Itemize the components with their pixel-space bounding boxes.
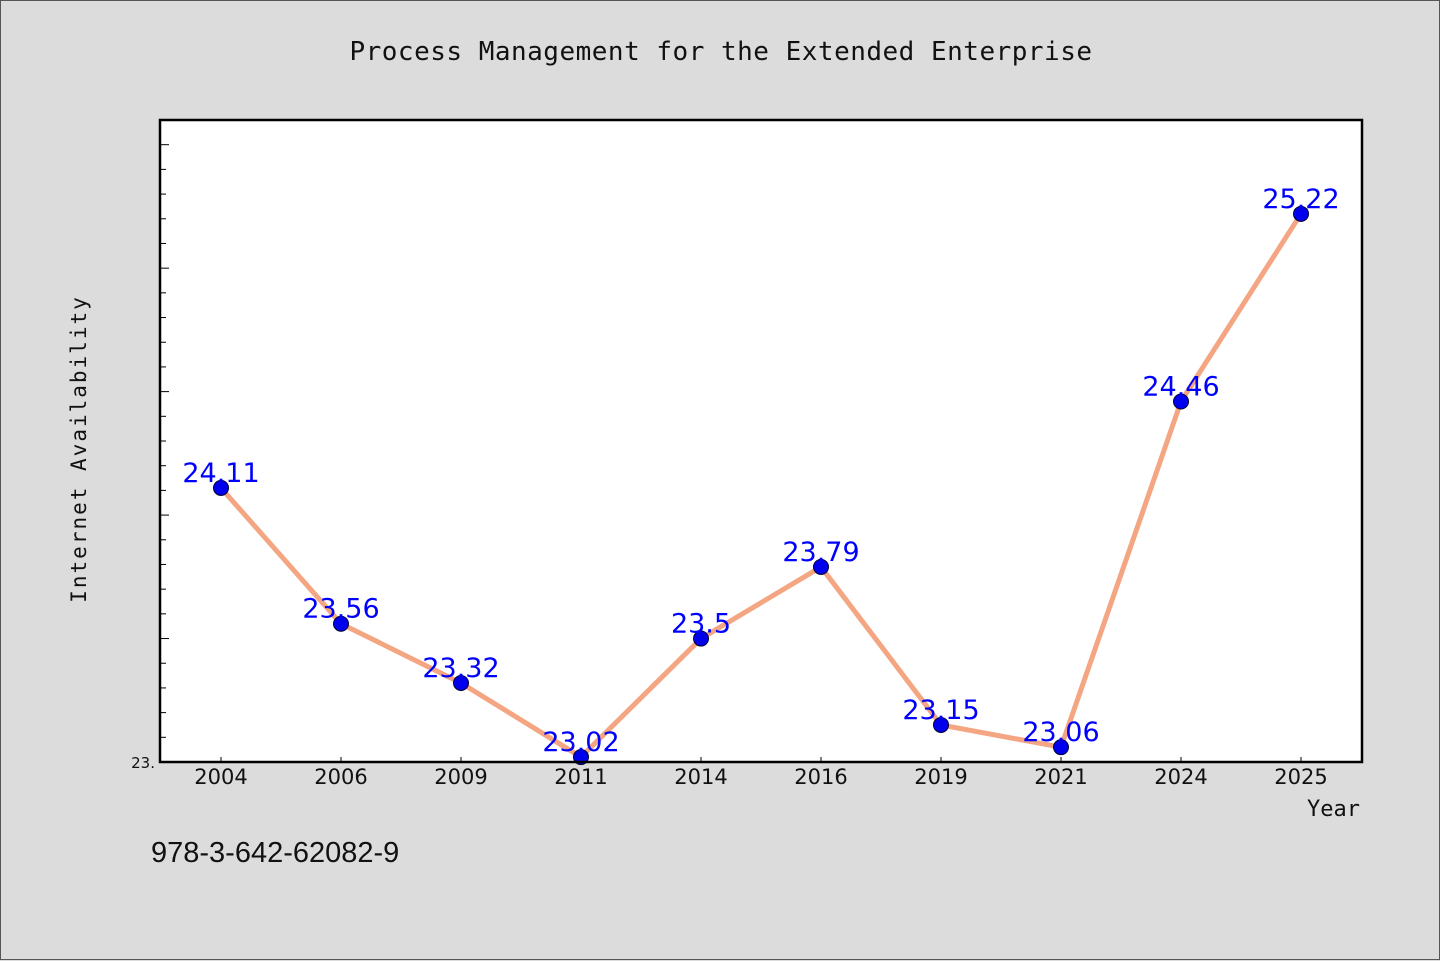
x-axis-label: Year (1307, 797, 1360, 822)
data-point (213, 479, 229, 496)
data-point (933, 716, 949, 733)
x-tick-label: 2019 (914, 765, 967, 789)
x-tick-label: 2004 (194, 765, 247, 789)
x-tick-label: 2024 (1154, 765, 1207, 789)
data-point (453, 674, 469, 691)
data-label: 23.79 (782, 537, 859, 568)
data-point (1053, 739, 1069, 756)
data-label: 23.15 (902, 695, 979, 726)
footer-isbn: 978-3-642-62082-9 (151, 837, 400, 869)
data-point (333, 615, 349, 632)
data-label: 23.32 (422, 653, 499, 684)
data-point (1293, 205, 1309, 222)
data-point (1173, 393, 1189, 410)
data-point (693, 630, 709, 647)
series-line (218, 211, 1304, 760)
x-tick-label: 2025 (1274, 765, 1327, 789)
data-label: 23.56 (302, 594, 379, 625)
data-label: 23.06 (1022, 717, 1099, 748)
data-label: 23.5 (671, 609, 731, 640)
data-point (813, 558, 829, 575)
x-tick-label: 2021 (1034, 765, 1087, 789)
data-label: 24.46 (1142, 371, 1219, 402)
y-tick-label: 23. (131, 754, 155, 772)
x-tick-label: 2011 (554, 765, 607, 789)
x-tick-label: 2009 (434, 765, 487, 789)
data-label: 23.02 (542, 727, 619, 758)
plot-frame (158, 118, 1364, 764)
x-tick-label: 2006 (314, 765, 367, 789)
x-tick-label: 2014 (674, 765, 727, 789)
data-label: 25.22 (1262, 184, 1339, 215)
data-label: 24.11 (182, 458, 259, 489)
x-tick-label: 2016 (794, 765, 847, 789)
chart-title: Process Management for the Extended Ente… (349, 37, 1093, 67)
plot-background (160, 120, 1362, 762)
